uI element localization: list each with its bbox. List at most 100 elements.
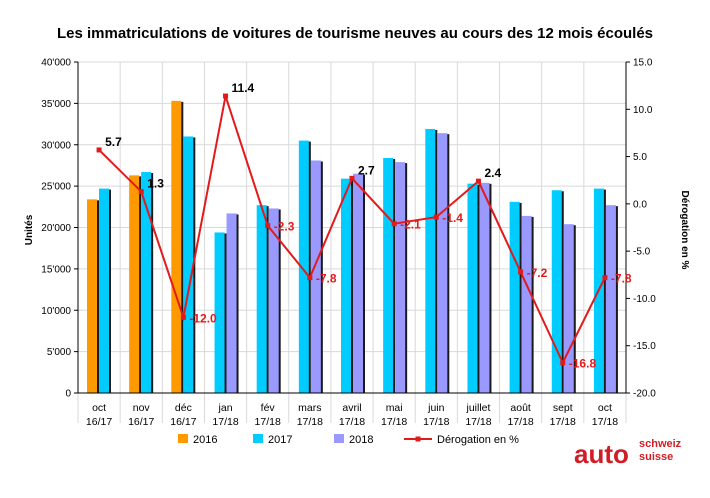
y2-axis-title: Dérogation en % — [679, 191, 690, 270]
derogation-point — [265, 223, 271, 229]
category-label-month: fév — [261, 402, 276, 414]
bar-2017 — [341, 178, 351, 393]
axes — [74, 61, 630, 394]
legend-swatch-2016 — [178, 434, 188, 443]
y2-tick-label: -5.0 — [633, 247, 651, 258]
y2-tick-label: 10.0 — [633, 105, 653, 116]
derogation-label: 11.4 — [232, 81, 255, 95]
bar-2017 — [99, 188, 109, 393]
derogation-label: -1.4 — [442, 211, 463, 225]
derogation-label: -16.8 — [569, 357, 597, 371]
y-axis-title: Unités — [24, 214, 35, 245]
legend-swatch-2017 — [253, 434, 263, 443]
derogation-point — [433, 214, 439, 220]
bar-2018 — [226, 213, 237, 393]
derogation-point — [602, 275, 608, 281]
bar-2018 — [563, 224, 574, 393]
logo-auto: auto — [574, 439, 629, 469]
derogation-label: 2.4 — [484, 166, 501, 180]
category-label-year: 17/18 — [381, 416, 407, 428]
bar-2016 — [129, 175, 140, 393]
logo-schweiz: schweiz — [639, 438, 682, 450]
category-label-month: jan — [218, 402, 233, 414]
bar-2017 — [214, 232, 225, 393]
derogation-point — [138, 189, 144, 195]
y2-tick-label: 15.0 — [633, 58, 653, 69]
bar-2018 — [310, 160, 321, 393]
bar-2018 — [479, 182, 490, 393]
category-label-month: juin — [427, 402, 445, 414]
derogation-label: 5.7 — [105, 135, 122, 149]
tick-labels: 0 5'000 10'000 15'000 20'000 25'000 30'000 35'0… — [41, 58, 656, 400]
y2-tick-label: -15.0 — [633, 341, 656, 352]
category-label-year: 17/18 — [423, 416, 449, 428]
y-tick-label: 15'000 — [41, 264, 71, 275]
category-label-month: déc — [175, 402, 192, 414]
derogation-point — [560, 360, 566, 366]
derogation-label: -7.2 — [527, 266, 548, 280]
line-series — [96, 93, 608, 366]
category-label-year: 17/18 — [212, 416, 238, 428]
y2-tick-label: -10.0 — [633, 294, 656, 305]
legend-label: Dérogation en % — [437, 434, 519, 446]
legend-swatch-2018 — [334, 434, 344, 443]
category-label-year: 17/18 — [297, 416, 323, 428]
legend-label: 2018 — [349, 434, 373, 446]
derogation-point — [223, 93, 229, 99]
category-label-month: juillet — [465, 402, 490, 414]
category-label-year: 16/17 — [86, 416, 112, 428]
derogation-point — [96, 147, 102, 153]
bar-2018 — [605, 205, 616, 393]
bar-2017 — [509, 201, 520, 393]
category-label-year: 17/18 — [550, 416, 576, 428]
derogation-label: 2.7 — [358, 163, 375, 177]
derogation-label: -2.1 — [400, 218, 421, 232]
category-label-month: oct — [598, 402, 612, 414]
derogation-label: -7.8 — [316, 272, 337, 286]
derogation-label: -2.3 — [274, 220, 295, 234]
category-label-month: nov — [133, 402, 151, 414]
bars — [87, 100, 618, 394]
category-label-year: 17/18 — [339, 416, 365, 428]
category-label-month: mai — [386, 402, 403, 414]
derogation-point — [391, 221, 397, 227]
y-tick-label: 10'000 — [41, 306, 71, 317]
chart-title: Les immatriculations de voitures de tour… — [57, 25, 653, 42]
legend-marker — [415, 436, 421, 442]
derogation-point — [518, 269, 524, 275]
category-label-month: oct — [92, 402, 106, 414]
derogation-point — [349, 175, 355, 181]
derogation-label: -12.0 — [189, 311, 217, 325]
logo: auto schweiz suisse — [574, 438, 682, 469]
bar-2018 — [521, 215, 532, 393]
y2-tick-label: 5.0 — [633, 152, 647, 163]
bar-2017 — [256, 205, 267, 393]
bar-2018 — [268, 208, 279, 393]
bar-2018 — [437, 133, 448, 394]
category-label-month: sept — [553, 402, 573, 414]
bar-2017 — [183, 136, 194, 393]
y-tick-label: 30'000 — [41, 140, 71, 151]
derogation-point — [307, 275, 313, 281]
bar-2018 — [395, 162, 406, 393]
derogation-label: 1.3 — [147, 177, 164, 191]
logo-suisse: suisse — [639, 451, 673, 463]
category-label-month: août — [510, 402, 531, 414]
line-labels: 5.7 1.3 -12.0 11.4 -2.3 -7.8 2.7 -2.1 -1.4 2.4 -7.… — [105, 81, 632, 371]
legend-label: 2016 — [193, 434, 217, 446]
bar-2017 — [298, 140, 309, 393]
y2-tick-label: 0.0 — [633, 199, 647, 210]
y-tick-label: 5'000 — [47, 347, 72, 358]
bar-2016 — [87, 199, 97, 393]
bar-2016 — [171, 100, 182, 393]
category-label-month: mars — [298, 402, 321, 414]
category-label-year: 17/18 — [507, 416, 533, 428]
bar-2017 — [425, 129, 436, 393]
bar-2017 — [383, 157, 394, 393]
derogation-point — [180, 314, 186, 320]
category-labels: oct 16/17 nov 16/17 déc 16/17 jan 17/18 fév 17/18… — [86, 402, 618, 428]
category-label-month: avril — [342, 402, 361, 414]
category-label-year: 17/18 — [465, 416, 491, 428]
derogation-label: -7.8 — [611, 272, 632, 286]
